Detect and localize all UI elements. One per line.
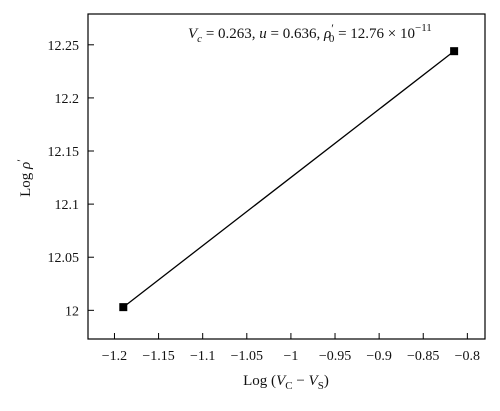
y-tick-label: 12 xyxy=(65,304,79,319)
x-axis-ticks: −1.2 −1.15 −1.1 −1.05 −1 −0.95 −0.9 −0.85 −0.8 xyxy=(102,333,480,364)
x-tick-label: −0.95 xyxy=(319,349,351,364)
x-tick-label: −1.1 xyxy=(190,349,215,364)
y-tick-label: 12.25 xyxy=(48,39,80,54)
x-axis-label: Log (VC − VS) xyxy=(243,373,329,392)
x-tick-label: −0.9 xyxy=(366,349,391,364)
annotation-text: Vc = 0.263, u = 0.636, ρ′ 0 = 12.76 × 10−… xyxy=(188,21,432,45)
x-tick-label: −1 xyxy=(283,349,298,364)
y-tick-label: 12.15 xyxy=(48,145,80,160)
x-tick-label: −0.8 xyxy=(455,349,480,364)
series-line xyxy=(122,50,455,308)
y-tick-label: 12.2 xyxy=(55,92,80,107)
x-tick-label: −1.05 xyxy=(231,349,263,364)
series-layer xyxy=(119,47,459,312)
y-tick-label: 12.05 xyxy=(48,251,80,266)
y-tick-label: 12.1 xyxy=(55,198,80,213)
x-tick-label: −0.85 xyxy=(407,349,439,364)
x-tick-label: −1.2 xyxy=(102,349,127,364)
y-axis-ticks: 12 12.05 12.1 12.15 12.2 12.25 xyxy=(48,39,94,319)
data-point-marker xyxy=(119,303,128,312)
x-tick-label: −1.15 xyxy=(142,349,174,364)
plot-area-frame xyxy=(87,13,486,340)
data-point-marker xyxy=(450,47,459,56)
y-axis-label: Log ρ′ xyxy=(14,159,34,197)
